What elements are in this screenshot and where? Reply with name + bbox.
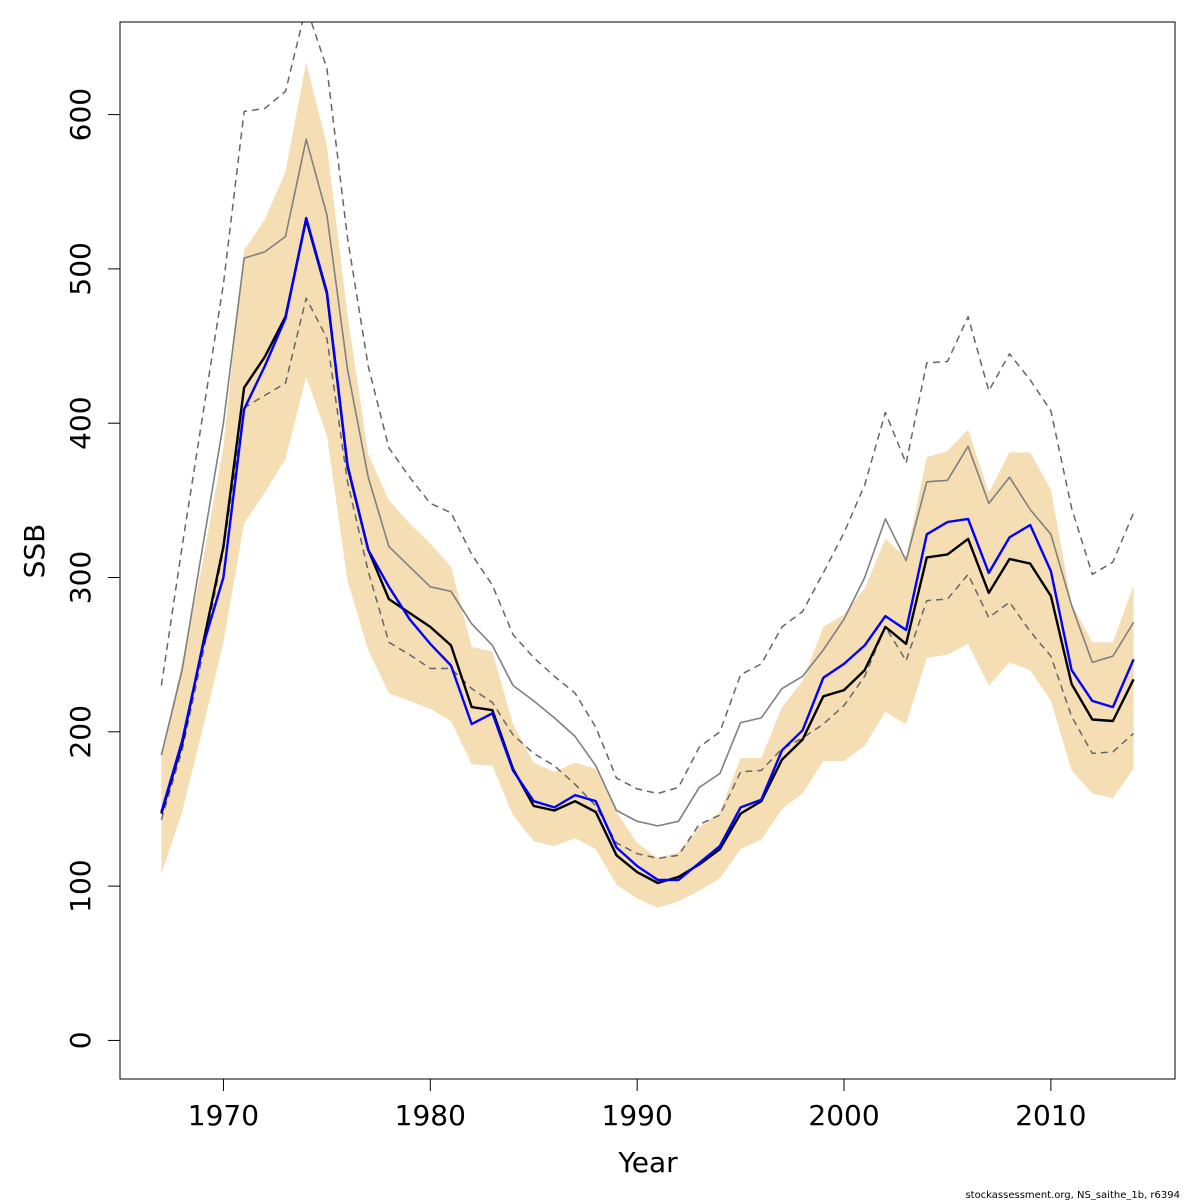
y-axis-label: SSB bbox=[18, 524, 51, 579]
y-tick-label: 200 bbox=[64, 705, 97, 758]
confidence-band-layer bbox=[161, 62, 1134, 908]
x-tick-label: 1980 bbox=[395, 1099, 466, 1132]
y-axis: 0 100 200 300 400 500 600 bbox=[64, 88, 120, 1049]
plot-frame bbox=[119, 21, 1176, 1080]
x-tick-label: 2010 bbox=[1015, 1099, 1086, 1132]
y-tick-label: 300 bbox=[64, 551, 97, 604]
x-tick-label: 1990 bbox=[602, 1099, 673, 1132]
x-axis: 1970 1980 1990 2000 2010 bbox=[188, 1079, 1087, 1132]
y-tick-label: 100 bbox=[64, 859, 97, 912]
alt-estimate-line bbox=[160, 216, 1135, 882]
x-axis-label: Year bbox=[617, 1146, 678, 1179]
reference-lower-ci-line bbox=[160, 297, 1135, 860]
x-tick-label: 1970 bbox=[188, 1099, 259, 1132]
x-tick-label: 2000 bbox=[808, 1099, 879, 1132]
reference-upper-ci-line bbox=[160, 22, 1135, 795]
y-tick-label: 0 bbox=[64, 1031, 97, 1049]
reference-line bbox=[160, 138, 1135, 827]
y-tick-label: 600 bbox=[64, 88, 97, 141]
confidence-band bbox=[161, 62, 1134, 908]
y-tick-label: 400 bbox=[64, 396, 97, 449]
footer-credit: stockassessment.org, NS_saithe_1b, r6394 bbox=[965, 1190, 1180, 1200]
series-lines-layer bbox=[160, 22, 1135, 885]
y-tick-label: 500 bbox=[64, 242, 97, 295]
